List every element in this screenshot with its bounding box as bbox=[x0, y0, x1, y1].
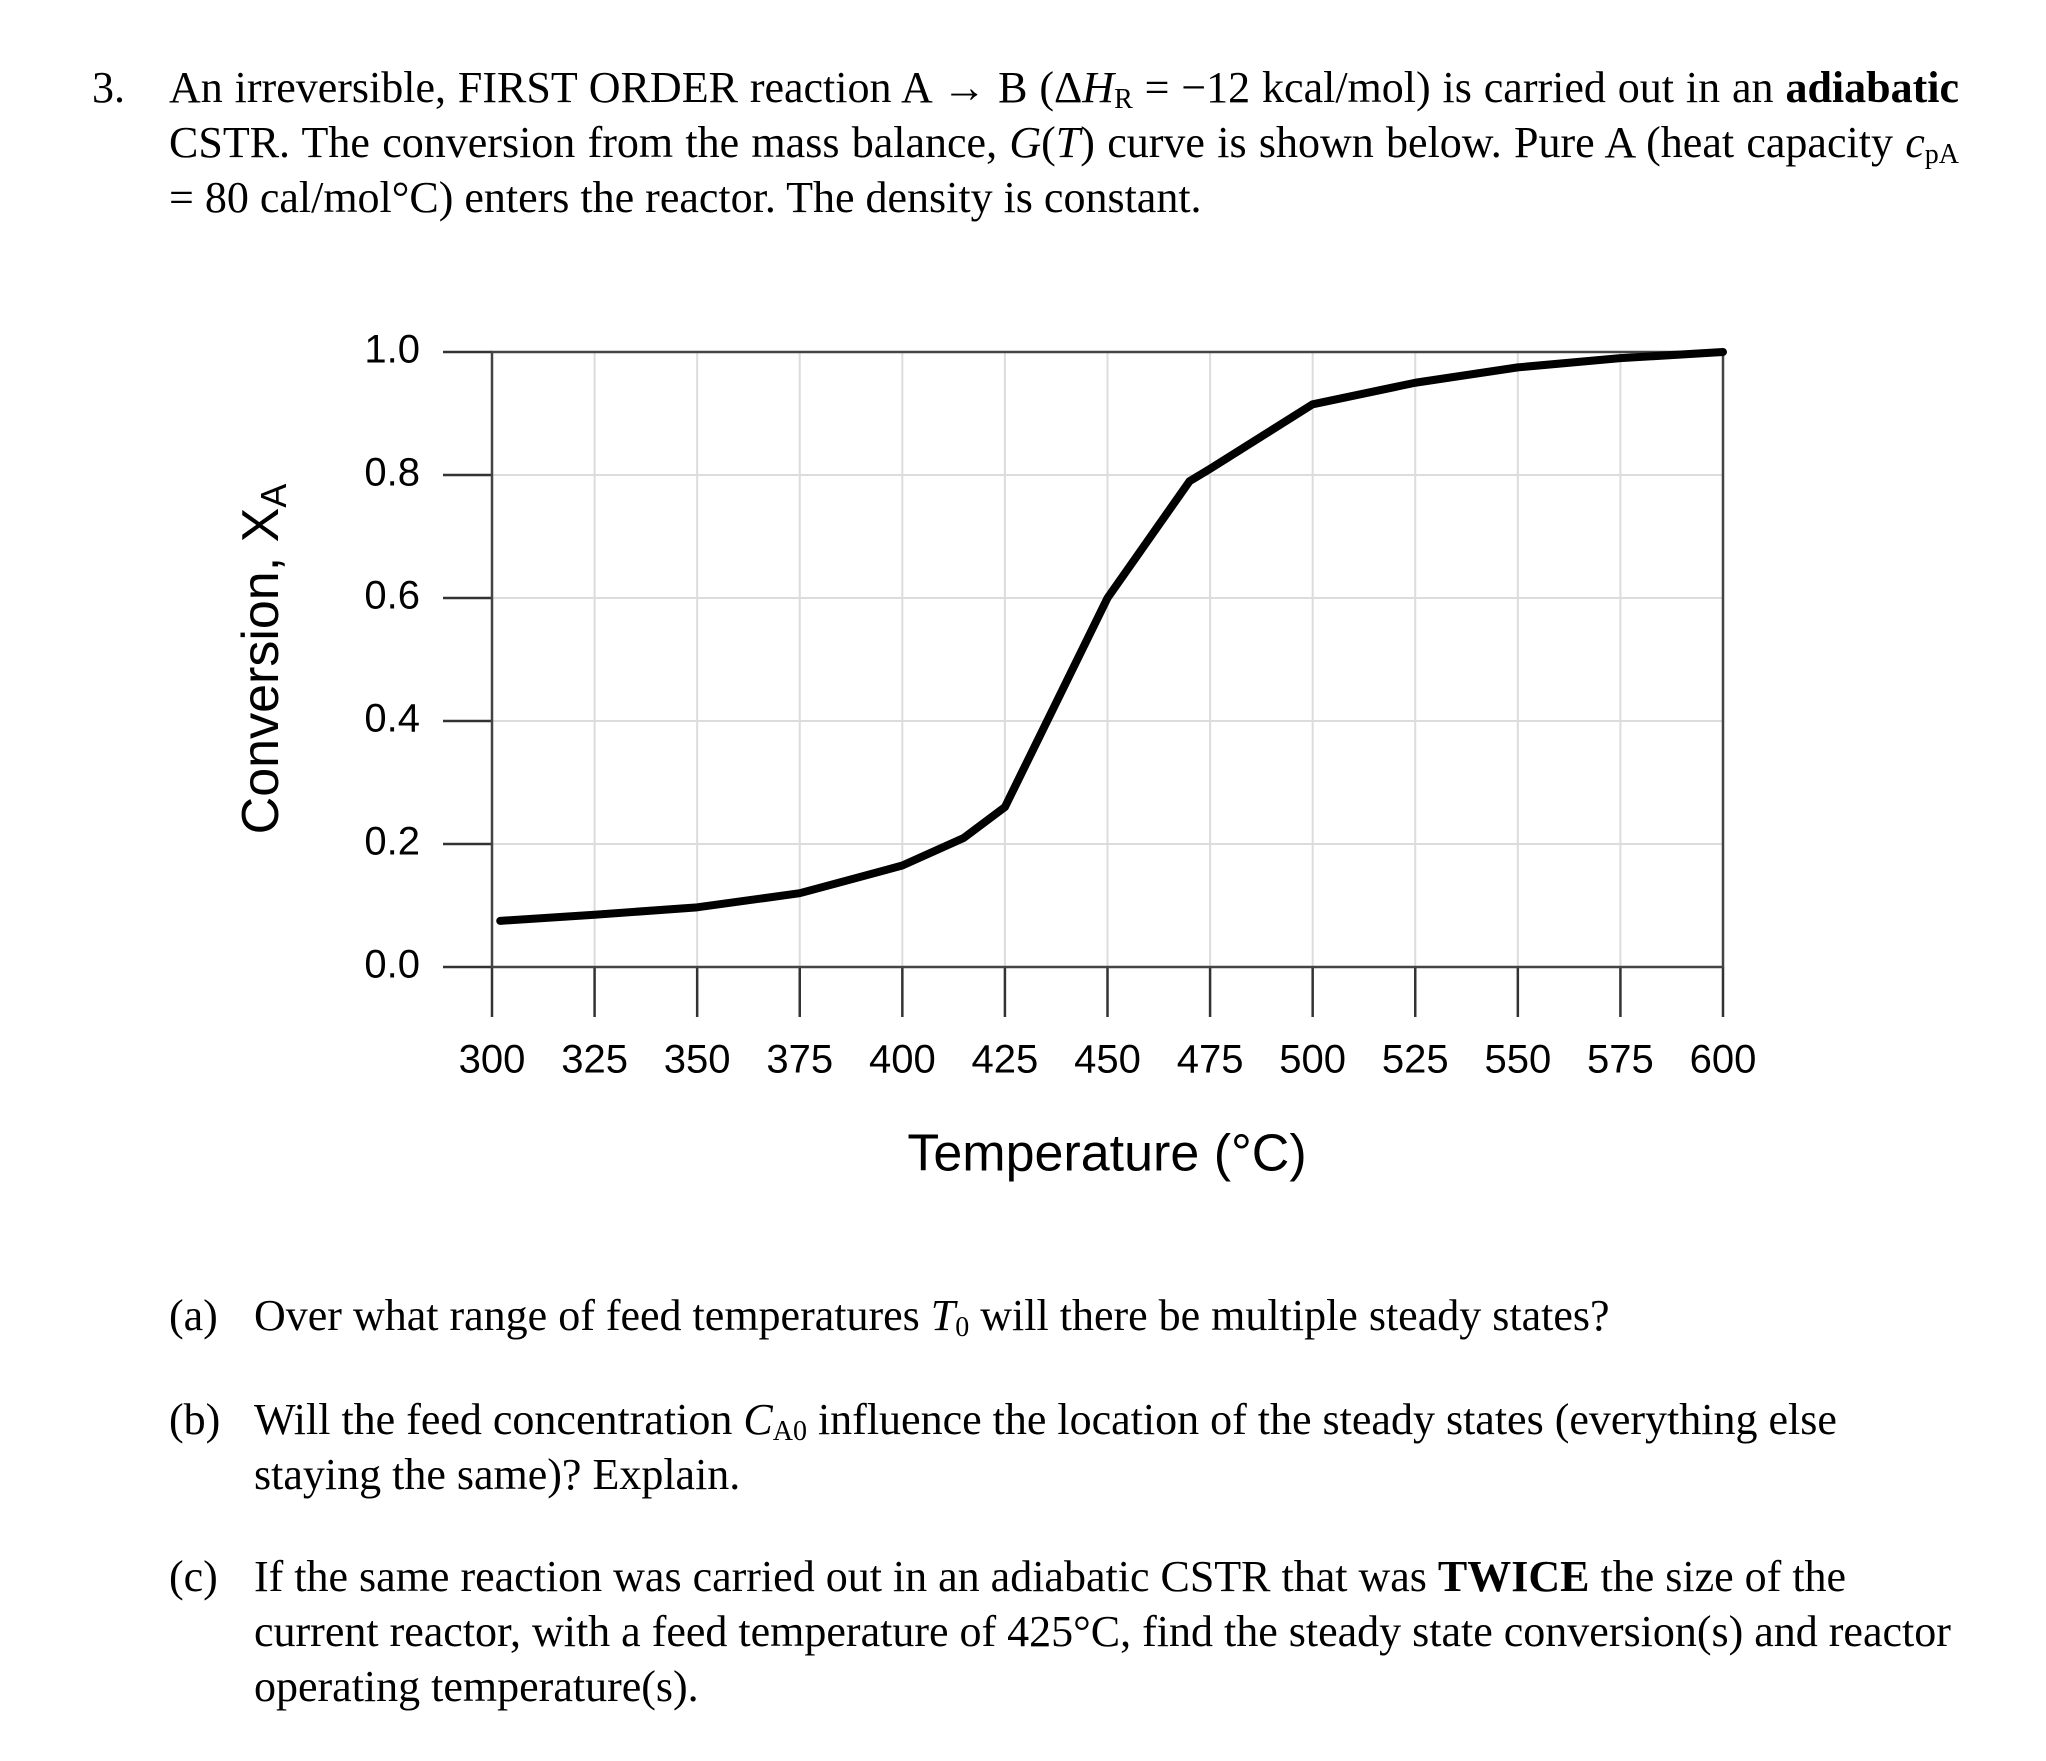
y-tick-label: 1.0 bbox=[364, 328, 420, 372]
x-tick-label: 425 bbox=[972, 1038, 1039, 1082]
x-tick-label: 400 bbox=[869, 1038, 936, 1082]
text: T bbox=[930, 1291, 956, 1340]
text: influence the location of the steady sta… bbox=[254, 1395, 1837, 1499]
problem-number: 3. bbox=[92, 63, 125, 112]
text: the size of the current reactor, with a … bbox=[254, 1552, 1951, 1711]
chart: Temperature (°C) Conversion, XA 0.0 0.2 0.… bbox=[232, 328, 1757, 1183]
question-text: Over what range of feed temperatures T0 … bbox=[254, 1288, 1959, 1343]
text: G bbox=[1009, 118, 1042, 167]
text: If the same reaction was carried out in … bbox=[254, 1552, 1438, 1601]
y-tick-label: 0.6 bbox=[364, 574, 420, 618]
question-text: If the same reaction was carried out in … bbox=[254, 1549, 1959, 1714]
question-label: (c) bbox=[169, 1552, 218, 1601]
x-tick-label: 525 bbox=[1382, 1038, 1449, 1082]
text: CSTR. The conversion from the mass balan… bbox=[169, 118, 1010, 167]
x-axis-label: Temperature (°C) bbox=[907, 1125, 1306, 1183]
text: R bbox=[1114, 84, 1133, 115]
x-tick-label: 600 bbox=[1690, 1038, 1757, 1082]
text: 0 bbox=[955, 1312, 970, 1343]
text: A bbox=[253, 484, 294, 508]
y-axis-label: Conversion, XA bbox=[232, 484, 294, 835]
text: pA bbox=[1924, 139, 1959, 170]
text: C bbox=[743, 1395, 773, 1444]
text: A0 bbox=[772, 1416, 807, 1447]
x-tick-label: 475 bbox=[1177, 1038, 1244, 1082]
x-tick-label: 550 bbox=[1484, 1038, 1551, 1082]
y-tick-label: 0.0 bbox=[364, 943, 420, 987]
question-label: (b) bbox=[169, 1395, 221, 1444]
text: Over what range of feed temperatures bbox=[254, 1291, 931, 1340]
x-tick-label: 575 bbox=[1587, 1038, 1654, 1082]
text: Will the feed concentration bbox=[254, 1395, 744, 1444]
text: ) curve is shown below. Pure A (heat cap… bbox=[1080, 118, 1906, 167]
text: H bbox=[1082, 63, 1115, 112]
x-tick-label: 325 bbox=[561, 1038, 628, 1082]
x-tick-label: 350 bbox=[664, 1038, 731, 1082]
text: = 80 cal/mol°C) enters the reactor. The … bbox=[169, 173, 1202, 222]
x-tick-label: 375 bbox=[766, 1038, 833, 1082]
text: T bbox=[1055, 118, 1081, 167]
text: c bbox=[1905, 118, 1925, 167]
x-tick-label: 300 bbox=[459, 1038, 526, 1082]
text: adiabatic bbox=[1785, 63, 1960, 112]
y-tick-label: 0.4 bbox=[364, 697, 420, 741]
problem-text: An irreversible, FIRST ORDER reaction A … bbox=[169, 60, 1959, 225]
plot-frame bbox=[490, 350, 1725, 969]
question-text: Will the feed concentration CA0 influenc… bbox=[254, 1392, 1959, 1502]
y-tick-label: 0.8 bbox=[364, 451, 420, 495]
x-tick-label: 450 bbox=[1074, 1038, 1141, 1082]
x-tick-label: 500 bbox=[1279, 1038, 1346, 1082]
text: will there be multiple steady states? bbox=[969, 1291, 1610, 1340]
y-tick-label: 0.2 bbox=[364, 820, 420, 864]
text: ( bbox=[1041, 118, 1056, 167]
text: = −12 kcal/mol) is carried out in an bbox=[1132, 63, 1786, 112]
data-line bbox=[496, 348, 1727, 925]
question-label: (a) bbox=[169, 1291, 218, 1340]
text: An irreversible, FIRST ORDER reaction A … bbox=[169, 63, 1083, 112]
text: Conversion, X bbox=[232, 508, 290, 835]
text: TWICE bbox=[1437, 1552, 1590, 1601]
